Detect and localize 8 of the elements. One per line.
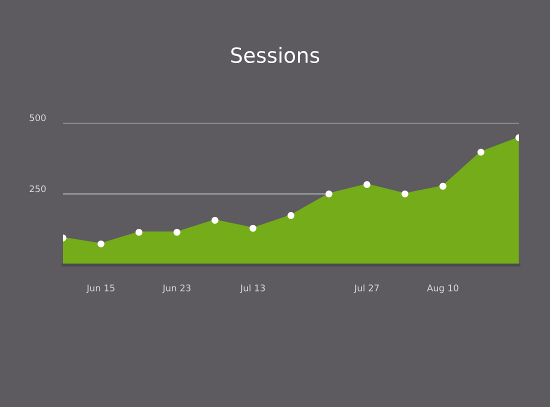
y-tick-label: 250 [30,185,46,192]
y-tick-label: 500 [30,114,46,122]
x-tick-label: Jul 13 [240,284,265,294]
x-tick-label: Jun 15 [86,284,114,294]
x-tick-label: Jul 27 [354,284,379,294]
x-tick-label: Aug 10 [427,284,458,294]
chart-title: Sessions [231,46,320,64]
x-tick-label: Jun 23 [162,284,190,294]
